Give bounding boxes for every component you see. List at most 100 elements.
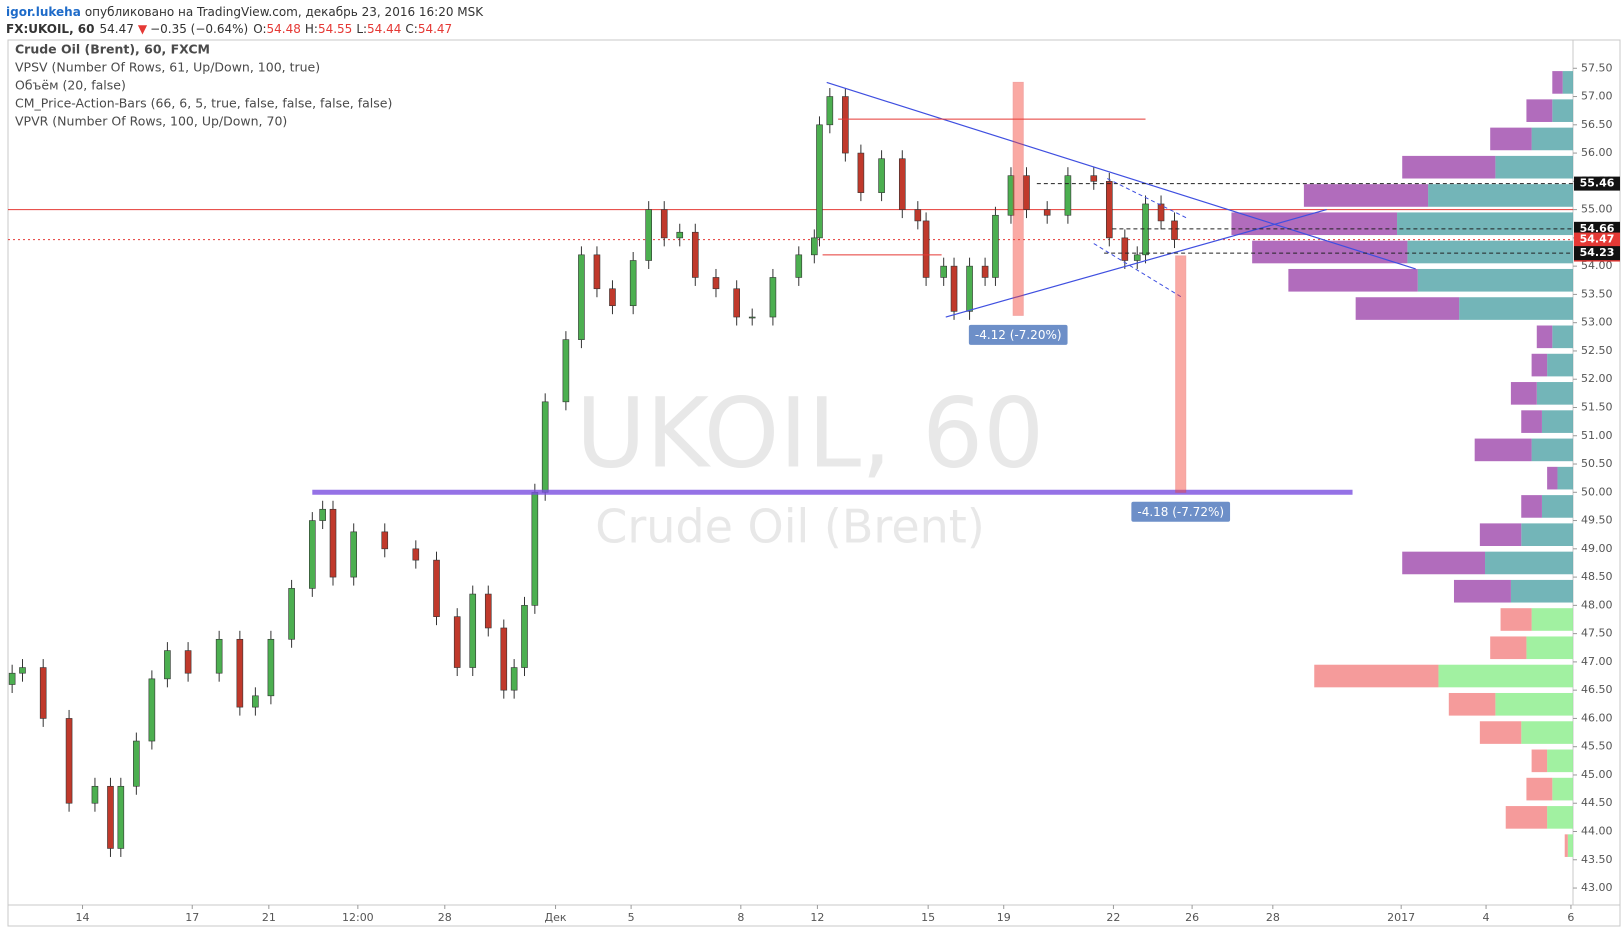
profile-up xyxy=(1407,240,1573,264)
profile-up xyxy=(1521,523,1573,546)
trend-line xyxy=(1093,243,1183,298)
profile-up xyxy=(1541,495,1573,518)
header-line: igor.lukeha опубликовано на TradingView.c… xyxy=(6,5,484,19)
ohlc-value: 54.47 xyxy=(418,22,452,36)
y-tick-label: 49.00 xyxy=(1581,542,1613,555)
profile-down xyxy=(1490,636,1527,660)
candle-body xyxy=(878,158,885,193)
price-label: 54.47 xyxy=(1580,233,1615,246)
price-label-box xyxy=(1574,176,1620,191)
symbol-line: FX:UKOIL, 60 54.47 ▼ −0.35 (−0.64%) O:54.48 H… xyxy=(6,22,452,36)
ohlc-key: O: xyxy=(253,22,266,36)
x-tick-label: 28 xyxy=(1266,911,1280,924)
profile-down xyxy=(1231,212,1398,236)
candle-body xyxy=(1142,203,1149,256)
candle-body xyxy=(510,667,518,691)
y-tick-label: 50.00 xyxy=(1581,485,1613,498)
y-tick-label: 45.00 xyxy=(1581,768,1613,781)
profile-up xyxy=(1562,71,1573,94)
profile-up xyxy=(1521,721,1573,744)
profile-up xyxy=(1547,806,1573,829)
profile-up xyxy=(1536,382,1573,405)
price-label-box xyxy=(1574,232,1620,247)
candle-body xyxy=(660,209,668,239)
profile-up xyxy=(1541,410,1573,433)
profile-down xyxy=(1547,466,1558,490)
price-label: 54.66 xyxy=(1580,222,1615,235)
profile-up xyxy=(1495,692,1573,716)
profile-up xyxy=(1485,551,1573,575)
candle-body xyxy=(184,650,192,674)
candle-body xyxy=(107,785,114,849)
y-tick-label: 53.50 xyxy=(1581,287,1613,300)
profile-down xyxy=(1531,749,1548,773)
profile-down xyxy=(1314,664,1439,688)
y-tick-label: 52.50 xyxy=(1581,344,1613,357)
candle-body xyxy=(842,96,849,154)
profile-down xyxy=(1526,99,1553,122)
candle-body xyxy=(65,718,73,804)
trend-line xyxy=(945,209,1327,318)
profile-up xyxy=(1567,834,1573,857)
candle-body xyxy=(593,254,601,290)
profile-down xyxy=(1536,325,1553,349)
change-arrow: ▼ xyxy=(138,22,148,36)
measure-label: -4.18 (-7.72%) xyxy=(1137,505,1224,519)
candle-body xyxy=(816,124,823,239)
profile-down xyxy=(1479,523,1522,546)
author[interactable]: igor.lukeha xyxy=(6,5,81,19)
profile-down xyxy=(1288,268,1418,292)
candle-body xyxy=(252,695,259,708)
profile-up xyxy=(1459,297,1573,320)
profile-down xyxy=(1521,495,1542,518)
candle-body xyxy=(578,254,585,340)
candle-body xyxy=(645,209,652,261)
candle-body xyxy=(992,214,999,278)
candle-body xyxy=(1121,237,1129,261)
candle-body xyxy=(309,520,316,589)
profile-up xyxy=(1552,777,1573,801)
y-tick-label: 55.00 xyxy=(1581,203,1613,216)
profile-down xyxy=(1479,721,1522,744)
x-tick-label: 8 xyxy=(737,911,744,924)
candle-body xyxy=(148,678,156,742)
x-tick-label: 5 xyxy=(628,911,635,924)
ohlc-key: C: xyxy=(405,22,417,36)
y-tick-label: 46.50 xyxy=(1581,683,1613,696)
indicator: Объём (20, false) xyxy=(15,78,126,93)
profile-up xyxy=(1417,268,1573,292)
candle-body xyxy=(950,265,958,312)
profile-up xyxy=(1428,184,1573,207)
y-tick-label: 44.50 xyxy=(1581,796,1613,809)
profile-down xyxy=(1521,410,1542,433)
profile-up xyxy=(1397,212,1573,236)
candle-body xyxy=(1007,175,1015,216)
y-tick-label: 52.00 xyxy=(1581,372,1613,385)
candle-body xyxy=(236,638,244,708)
y-tick-label: 57.00 xyxy=(1581,90,1613,103)
price-label-box xyxy=(1574,246,1620,261)
indicator: VPVR (Number Of Rows, 100, Up/Down, 70) xyxy=(15,114,287,129)
candle-body xyxy=(981,265,989,278)
published: опубликовано на TradingView.com, декабрь… xyxy=(85,5,484,19)
candle-body xyxy=(350,531,358,578)
candle-body xyxy=(39,667,47,719)
candle-body xyxy=(541,401,549,493)
profile-up xyxy=(1526,636,1573,660)
candle-body xyxy=(215,638,223,674)
y-tick-label: 51.00 xyxy=(1581,429,1613,442)
profile-down xyxy=(1252,240,1408,264)
profile-down xyxy=(1355,297,1460,320)
profile-up xyxy=(1531,438,1573,462)
profile-down xyxy=(1402,155,1496,179)
profile-up xyxy=(1547,749,1573,773)
candle-body xyxy=(795,254,803,278)
y-tick-label: 47.50 xyxy=(1581,627,1613,640)
candle-body xyxy=(1171,220,1178,240)
candle-body xyxy=(691,231,699,278)
indicator: CM_Price-Action-Bars (66, 6, 5, true, fa… xyxy=(15,96,392,111)
watermark: Crude Oil (Brent) xyxy=(595,500,985,554)
candle-body xyxy=(733,288,740,318)
candle-body xyxy=(484,593,492,629)
